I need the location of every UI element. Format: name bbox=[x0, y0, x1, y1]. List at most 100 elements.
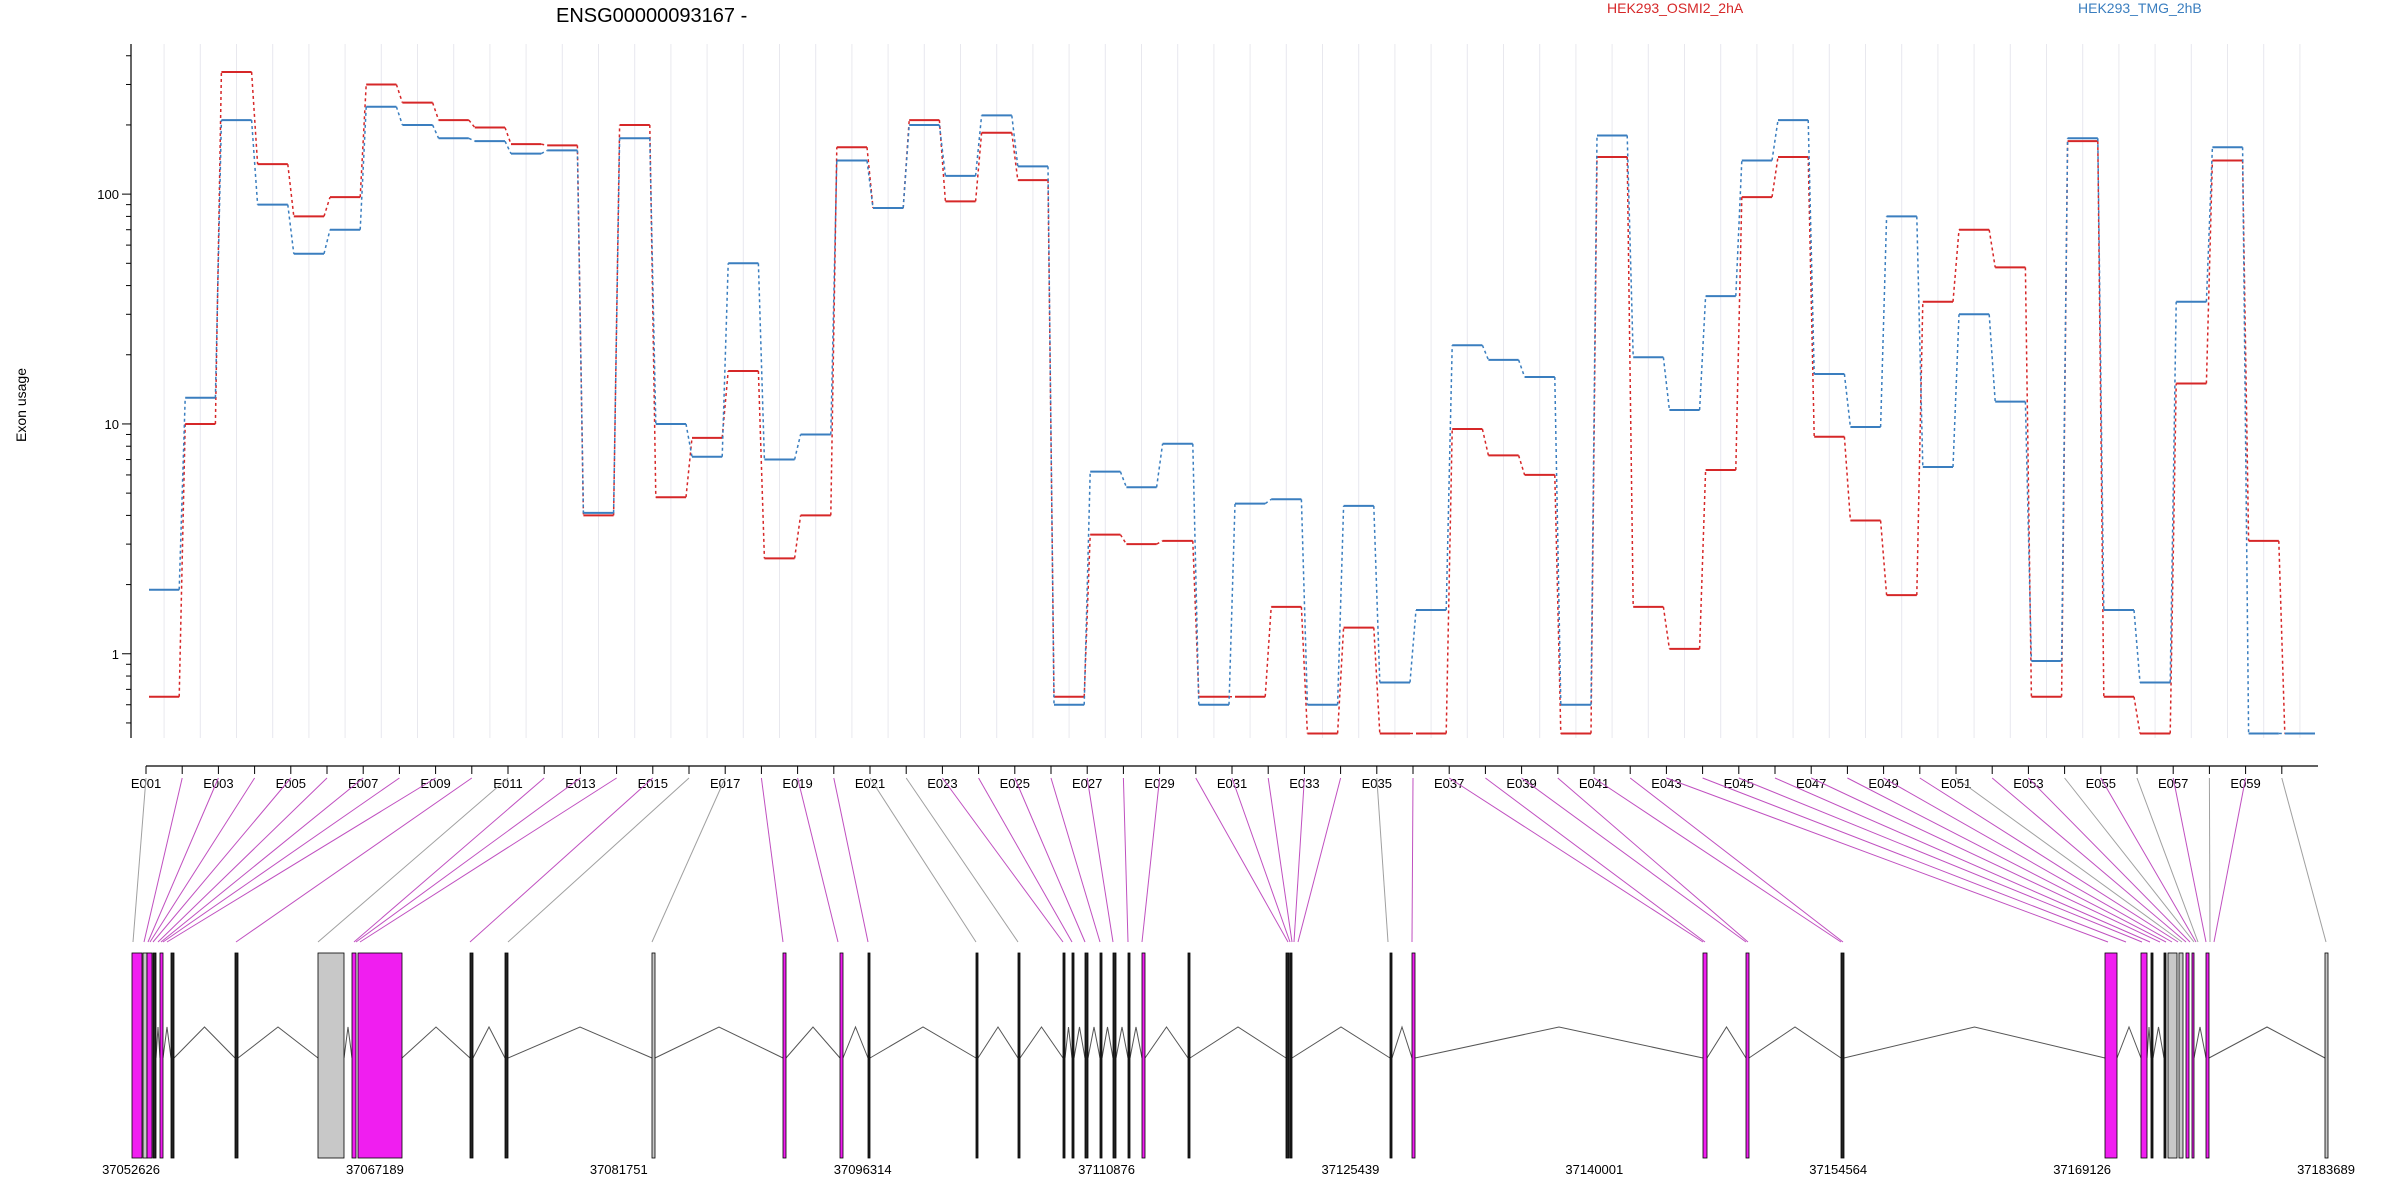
series-connector bbox=[757, 263, 766, 460]
intron-line bbox=[1706, 1026, 1747, 1059]
series-connector bbox=[1300, 499, 1309, 705]
exon-block bbox=[2178, 952, 2184, 1159]
series-connector bbox=[395, 84, 404, 103]
exon-connector bbox=[1557, 777, 1749, 943]
exon-connector bbox=[1086, 777, 1114, 943]
genome-coordinate-label: 37125439 bbox=[1322, 1162, 1380, 1177]
exon-connector bbox=[1919, 777, 2179, 943]
exon-block bbox=[504, 952, 509, 1159]
series-connector bbox=[1373, 627, 1381, 734]
exon-connector bbox=[1122, 777, 1129, 943]
series-connector bbox=[1771, 119, 1779, 161]
exon-block bbox=[2167, 952, 2178, 1159]
exon-connector bbox=[1738, 777, 2143, 943]
series-connector bbox=[214, 71, 223, 424]
exon-connector bbox=[797, 777, 839, 943]
series-connector bbox=[685, 437, 693, 498]
series-connector bbox=[1156, 540, 1163, 545]
series-connector bbox=[1988, 314, 1996, 402]
exon-connector bbox=[978, 777, 1073, 943]
series-connector bbox=[1228, 503, 1236, 705]
series-connector bbox=[1011, 132, 1019, 181]
exon-connector bbox=[1883, 777, 2173, 943]
exon-block bbox=[1062, 952, 1066, 1159]
series-connector bbox=[250, 71, 259, 165]
series-connector bbox=[178, 397, 186, 590]
intron-line bbox=[343, 1026, 353, 1059]
series-connector bbox=[395, 106, 404, 126]
series-connector bbox=[1554, 377, 1562, 705]
exon-connector bbox=[132, 777, 147, 943]
exon-block bbox=[782, 952, 787, 1159]
series-connector bbox=[612, 124, 621, 516]
exon-label: E003 bbox=[203, 776, 233, 791]
exon-label: E043 bbox=[1651, 776, 1681, 791]
exon-connector bbox=[1231, 777, 1291, 943]
genome-coordinate-label: 37183689 bbox=[2297, 1162, 2355, 1177]
series-connector bbox=[2169, 301, 2177, 683]
genome-coordinate-label: 37110876 bbox=[1078, 1162, 1135, 1177]
exon-label: E045 bbox=[1724, 776, 1754, 791]
exon-block bbox=[1084, 952, 1089, 1159]
exon-connector bbox=[1267, 777, 1293, 943]
exon-label: E039 bbox=[1506, 776, 1536, 791]
exon-block bbox=[159, 952, 164, 1159]
series-connector bbox=[2133, 609, 2141, 683]
exon-connector bbox=[1297, 777, 1342, 943]
chart-title: ENSG00000093167 - bbox=[556, 5, 747, 27]
intron-line bbox=[507, 1026, 653, 1059]
genome-coordinate-label: 37096314 bbox=[834, 1162, 892, 1177]
exon-block bbox=[1411, 952, 1416, 1159]
exon-block bbox=[152, 952, 157, 1159]
series-connector bbox=[2169, 383, 2177, 734]
exon-block bbox=[146, 952, 153, 1159]
series-connector bbox=[1011, 115, 1019, 167]
exon-connector bbox=[1376, 777, 1389, 943]
exon-connector bbox=[2136, 777, 2199, 943]
exon-block bbox=[1187, 952, 1191, 1159]
exon-block bbox=[1127, 952, 1131, 1159]
exon-connector bbox=[1195, 777, 1289, 943]
exon-block bbox=[2140, 952, 2148, 1159]
series-connector bbox=[214, 120, 223, 398]
genome-coordinate-label: 37140001 bbox=[1565, 1162, 1623, 1177]
series-lines bbox=[149, 70, 2315, 735]
series-connector bbox=[649, 138, 657, 424]
exon-block bbox=[2324, 952, 2329, 1159]
series-connector bbox=[1119, 534, 1128, 545]
exon-block bbox=[867, 952, 871, 1159]
intron-line bbox=[237, 1026, 319, 1059]
exon-label: E027 bbox=[1072, 776, 1102, 791]
exon-connector bbox=[355, 777, 581, 943]
series-connector bbox=[830, 160, 838, 435]
exon-label: E025 bbox=[1000, 776, 1030, 791]
exon-block bbox=[1840, 952, 1845, 1159]
series-connector bbox=[1554, 474, 1562, 734]
exon-label: E059 bbox=[2230, 776, 2260, 791]
genome-coordinate-label: 37067189 bbox=[346, 1162, 404, 1177]
exon-connector bbox=[147, 777, 219, 943]
exon-block bbox=[2205, 952, 2210, 1159]
series-connector bbox=[866, 160, 874, 209]
exon-connector bbox=[1593, 777, 1842, 943]
exon-block bbox=[1141, 952, 1146, 1159]
intron-line bbox=[1115, 1026, 1129, 1059]
intron-line bbox=[2208, 1026, 2326, 1059]
series-connector bbox=[1698, 470, 1707, 649]
series-connector bbox=[1192, 443, 1200, 705]
series-connector bbox=[576, 150, 585, 513]
series-connector bbox=[1445, 429, 1453, 734]
series-connector bbox=[540, 149, 548, 155]
exon-label: E057 bbox=[2158, 776, 2188, 791]
exon-label: E029 bbox=[1144, 776, 1174, 791]
exon-label: E019 bbox=[782, 776, 812, 791]
series-connector bbox=[2205, 147, 2214, 302]
exon-connector bbox=[507, 777, 690, 943]
intron-line bbox=[977, 1026, 1019, 1059]
series-connector bbox=[287, 164, 295, 217]
series-connector bbox=[1698, 296, 1707, 411]
exon-block bbox=[2191, 952, 2195, 1159]
intron-line bbox=[1129, 1026, 1143, 1059]
exon-label: E015 bbox=[638, 776, 668, 791]
